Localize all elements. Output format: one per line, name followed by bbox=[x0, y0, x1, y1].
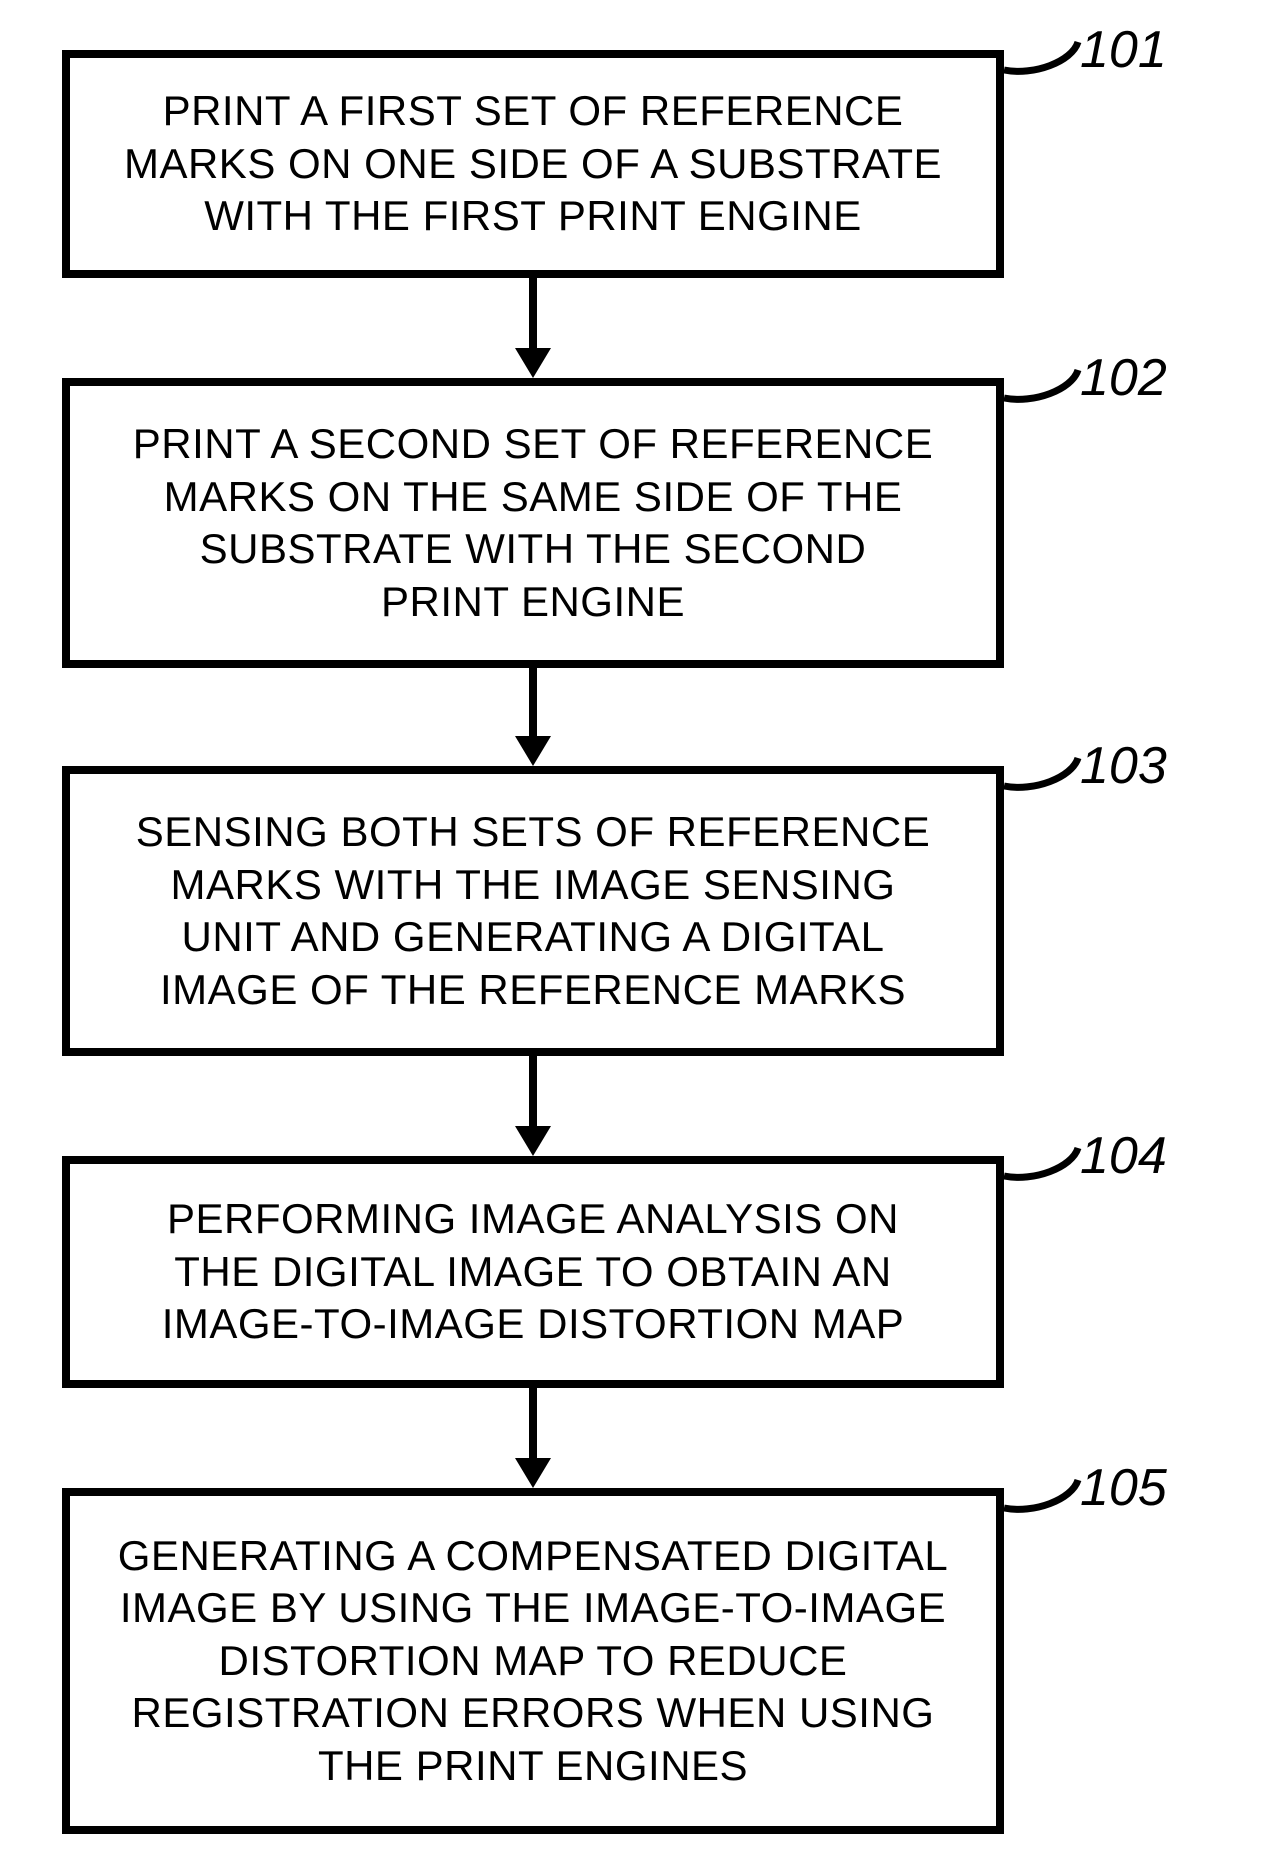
arrow-n102-n103 bbox=[529, 668, 537, 736]
arrow-n104-n105 bbox=[529, 1388, 537, 1458]
ref-label-101: 101 bbox=[1080, 20, 1167, 80]
leader-102 bbox=[994, 360, 1088, 408]
arrow-head-n103-n104 bbox=[515, 1126, 551, 1156]
arrow-n103-n104 bbox=[529, 1056, 537, 1126]
ref-label-103: 103 bbox=[1080, 736, 1167, 796]
flow-node-n101: PRINT A FIRST SET OF REFERENCE MARKS ON … bbox=[62, 50, 1004, 278]
arrow-head-n101-n102 bbox=[515, 348, 551, 378]
flow-node-n104: PERFORMING IMAGE ANALYSIS ON THE DIGITAL… bbox=[62, 1156, 1004, 1388]
arrow-head-n102-n103 bbox=[515, 736, 551, 766]
arrow-head-n104-n105 bbox=[515, 1458, 551, 1488]
leader-101 bbox=[994, 32, 1088, 80]
flowchart-canvas: PRINT A FIRST SET OF REFERENCE MARKS ON … bbox=[0, 0, 1271, 1872]
ref-label-105: 105 bbox=[1080, 1458, 1167, 1518]
flow-node-n103: SENSING BOTH SETS OF REFERENCE MARKS WIT… bbox=[62, 766, 1004, 1056]
ref-label-104: 104 bbox=[1080, 1126, 1167, 1186]
leader-105 bbox=[994, 1470, 1088, 1518]
leader-103 bbox=[994, 748, 1088, 796]
arrow-n101-n102 bbox=[529, 278, 537, 348]
leader-104 bbox=[994, 1138, 1088, 1186]
flow-node-n105: GENERATING A COMPENSATED DIGITAL IMAGE B… bbox=[62, 1488, 1004, 1834]
ref-label-102: 102 bbox=[1080, 348, 1167, 408]
flow-node-n102: PRINT A SECOND SET OF REFERENCE MARKS ON… bbox=[62, 378, 1004, 668]
